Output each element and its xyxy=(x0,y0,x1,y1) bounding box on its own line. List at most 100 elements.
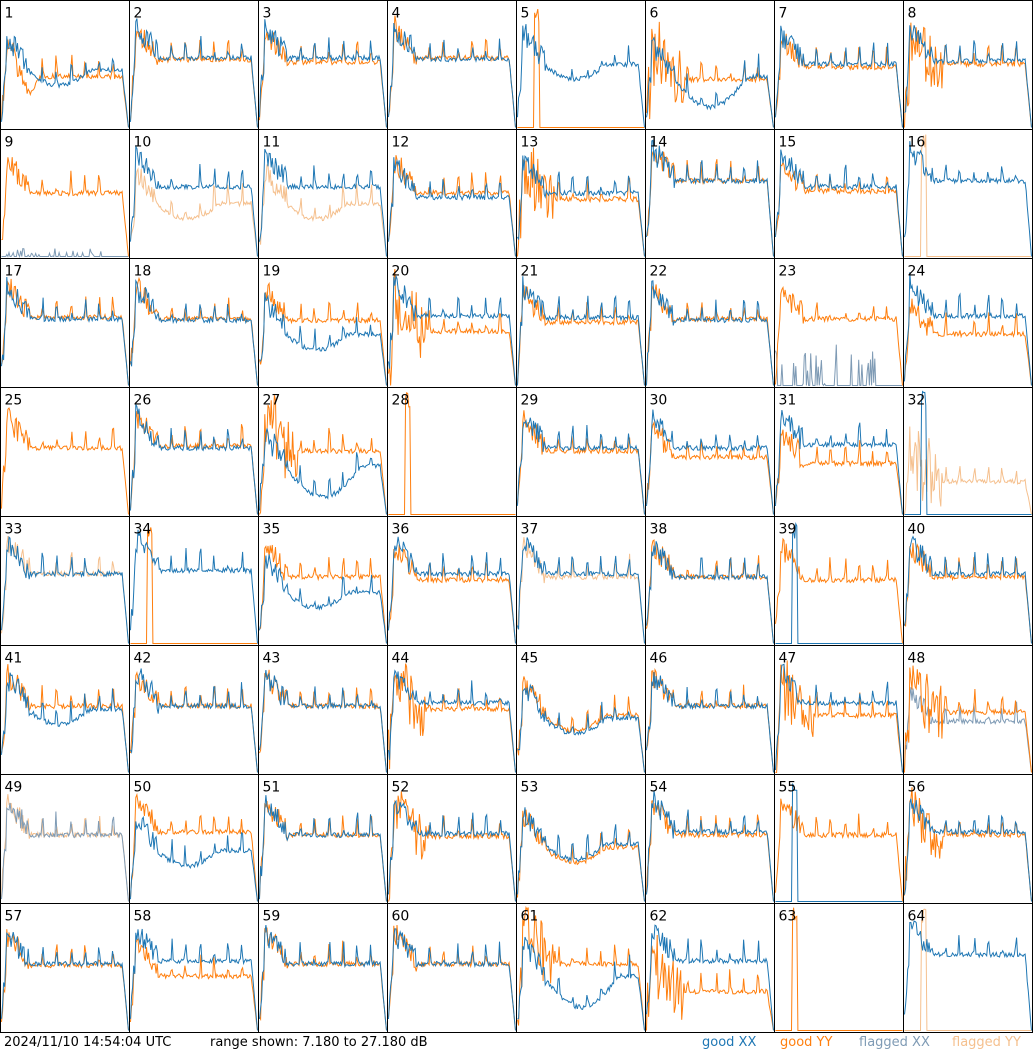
tile-frame xyxy=(516,0,646,130)
series-xx-good xyxy=(517,936,645,1031)
tile-panel-13: 13 xyxy=(516,129,646,259)
tile-panel-58: 58 xyxy=(129,903,259,1033)
tile-number-label: 26 xyxy=(134,393,152,409)
tile-number-label: 51 xyxy=(263,780,281,796)
tile-number-label: 60 xyxy=(392,909,410,925)
tile-panel-39: 39 xyxy=(774,516,904,646)
tile-frame xyxy=(387,774,517,904)
tile-number-label: 50 xyxy=(134,780,152,796)
tile-panel-32: 32 xyxy=(903,387,1033,517)
series-yy-good xyxy=(904,787,1032,902)
series-yy-good xyxy=(775,907,903,1031)
series-yy-good xyxy=(517,905,645,1031)
series-xx-good xyxy=(388,22,516,128)
tile-number-label: 53 xyxy=(521,780,539,796)
tile-number-label: 41 xyxy=(5,651,23,667)
series-yy-good xyxy=(1,929,129,1031)
tile-number-label: 64 xyxy=(908,909,926,925)
tile-number-label: 2 xyxy=(134,6,143,22)
tile-number-label: 17 xyxy=(5,264,23,280)
series-yy-good xyxy=(517,285,645,386)
series-yy-good xyxy=(517,676,645,773)
range-label: range shown: 7.180 to 27.180 dB xyxy=(210,1035,428,1050)
tile-frame xyxy=(774,129,904,259)
series-yy-flagged xyxy=(259,163,387,257)
tile-panel-60: 60 xyxy=(387,903,517,1033)
series-yy-good xyxy=(904,542,1032,644)
tile-number-label: 15 xyxy=(779,135,797,151)
series-yy-good xyxy=(388,155,516,257)
series-yy-flagged xyxy=(904,426,1032,515)
tile-number-label: 16 xyxy=(908,135,926,151)
tile-frame xyxy=(903,903,1033,1033)
series-xx-good xyxy=(388,536,516,644)
series-xx-good xyxy=(130,815,258,902)
series-xx-good xyxy=(517,276,645,386)
tile-panel-33: 33 xyxy=(0,516,130,646)
tile-number-label: 20 xyxy=(392,264,410,280)
tile-frame xyxy=(0,0,130,130)
tile-frame xyxy=(0,129,130,259)
tile-panel-16: 16 xyxy=(903,129,1033,259)
series-xx-good xyxy=(259,19,387,128)
tile-frame xyxy=(258,774,388,904)
tile-panel-11: 11 xyxy=(258,129,388,259)
tile-number-label: 42 xyxy=(134,651,152,667)
series-xx-good xyxy=(904,141,1032,257)
tile-number-label: 13 xyxy=(521,135,539,151)
legend-good-yy: good YY xyxy=(780,1035,833,1050)
tile-panel-29: 29 xyxy=(516,387,646,517)
tile-number-label: 30 xyxy=(650,393,668,409)
tile-panel-43: 43 xyxy=(258,645,388,775)
series-xx-good xyxy=(775,25,903,128)
series-yy-good xyxy=(388,392,516,515)
series-yy-good xyxy=(775,429,903,515)
tile-number-label: 7 xyxy=(779,6,788,22)
tile-panel-6: 6 xyxy=(645,0,775,130)
series-yy-good xyxy=(517,147,645,257)
series-yy-good xyxy=(259,281,387,386)
tile-number-label: 61 xyxy=(521,909,539,925)
series-yy-good xyxy=(904,665,1032,773)
series-xx-good xyxy=(130,402,258,515)
tile-number-label: 57 xyxy=(5,909,23,925)
tile-frame xyxy=(774,903,904,1033)
tile-frame xyxy=(516,516,646,646)
series-xx-good xyxy=(388,928,516,1031)
series-xx-good xyxy=(259,428,387,515)
tile-frame xyxy=(387,387,517,517)
series-yy-good xyxy=(775,160,903,257)
series-xx-good xyxy=(130,18,258,128)
series-xx-good xyxy=(646,280,774,386)
series-xx-good xyxy=(259,670,387,773)
tile-frame xyxy=(129,0,259,130)
series-yy-good xyxy=(388,269,516,386)
tile-panel-37: 37 xyxy=(516,516,646,646)
tile-number-label: 27 xyxy=(263,393,281,409)
tile-panel-24: 24 xyxy=(903,258,1033,388)
series-xx-good xyxy=(775,663,903,773)
tile-panel-22: 22 xyxy=(645,258,775,388)
tile-panel-64: 64 xyxy=(903,903,1033,1033)
legend-flagged-yy: flagged YY xyxy=(952,1035,1021,1050)
tile-frame xyxy=(645,129,775,259)
tile-frame xyxy=(0,774,130,904)
tile-panel-55: 55 xyxy=(774,774,904,904)
tile-panel-21: 21 xyxy=(516,258,646,388)
tile-frame xyxy=(129,258,259,388)
tile-panel-50: 50 xyxy=(129,774,259,904)
tile-panel-1: 1 xyxy=(0,0,130,130)
series-xx-good xyxy=(1,276,129,386)
series-yy-good xyxy=(775,286,903,386)
tile-frame xyxy=(774,0,904,130)
series-yy-good xyxy=(259,669,387,773)
timestamp-label: 2024/11/10 14:54:04 UTC xyxy=(4,1035,172,1050)
series-xx-good xyxy=(259,925,387,1031)
tile-panel-36: 36 xyxy=(387,516,517,646)
series-yy-good xyxy=(1,39,129,128)
tile-frame xyxy=(387,516,517,646)
series-xx-good xyxy=(775,410,903,515)
series-yy-flagged xyxy=(904,908,1032,1031)
series-yy-good xyxy=(388,663,516,773)
tile-number-label: 12 xyxy=(392,135,410,151)
